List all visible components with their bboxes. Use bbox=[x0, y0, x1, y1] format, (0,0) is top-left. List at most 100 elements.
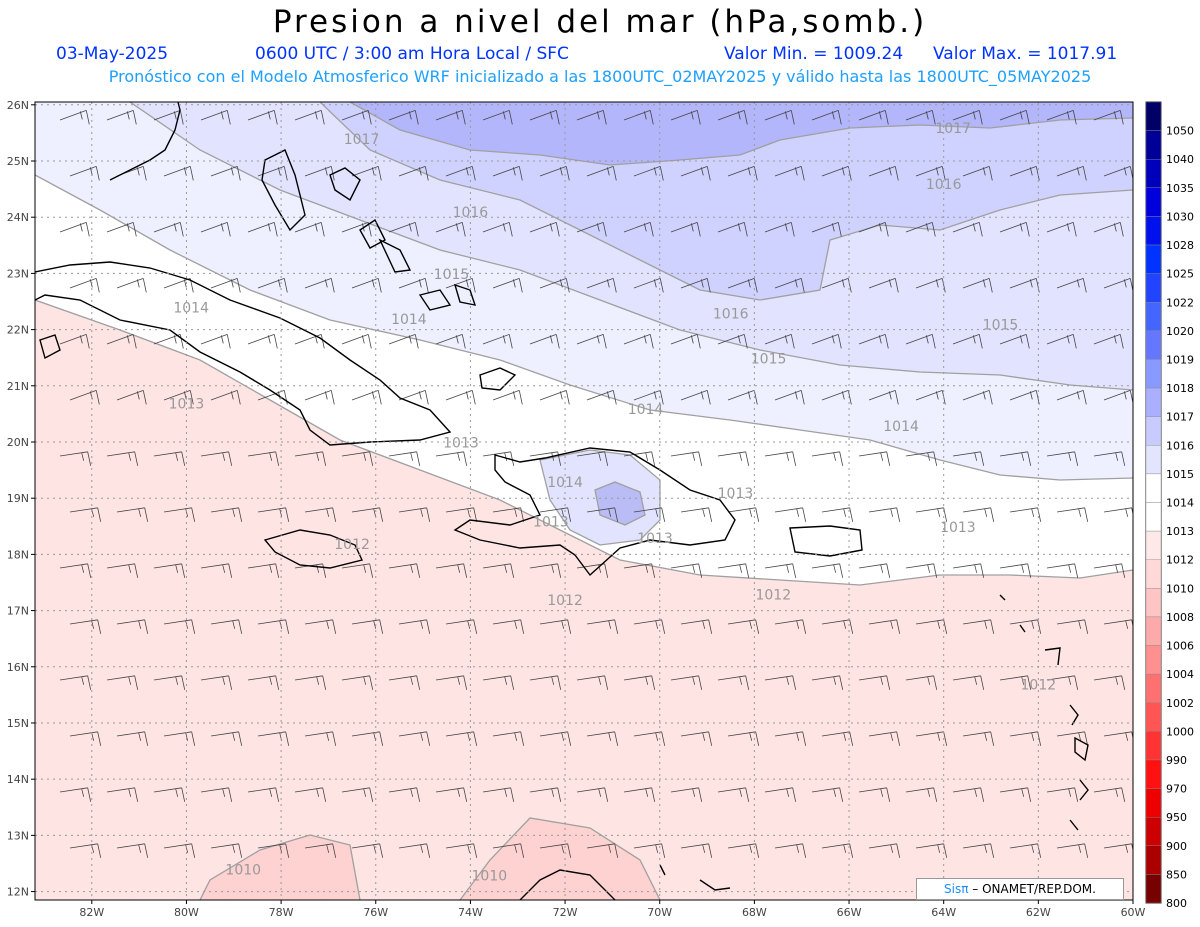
colorbar-label: 1040 bbox=[1166, 153, 1194, 166]
wind-barb bbox=[623, 451, 656, 466]
wind-barb bbox=[586, 619, 619, 634]
wind-barb bbox=[586, 843, 619, 858]
wind-barb bbox=[210, 278, 241, 293]
wind-barb bbox=[482, 334, 513, 349]
wind-barb bbox=[492, 619, 525, 634]
wind-barb bbox=[764, 563, 797, 578]
wind-barb bbox=[633, 507, 666, 522]
wind-barb bbox=[623, 563, 656, 578]
colorbar-swatch bbox=[1145, 845, 1162, 875]
wind-barb bbox=[116, 390, 147, 405]
isobar-label: 1013 bbox=[940, 520, 976, 536]
wind-barb bbox=[680, 278, 711, 293]
credit-box: Sisπ – ONAMET/REP.DOM. bbox=[916, 878, 1124, 900]
colorbar-swatch bbox=[1145, 673, 1162, 703]
wind-barb bbox=[1070, 899, 1076, 900]
wind-barb bbox=[247, 451, 280, 466]
wind-barb bbox=[529, 334, 560, 349]
wind-barb bbox=[868, 619, 901, 634]
credit-org: – ONAMET/REP.DOM. bbox=[968, 882, 1096, 896]
wind-barb bbox=[388, 675, 421, 690]
wind-barb bbox=[811, 334, 842, 349]
lat-label: 24N bbox=[7, 211, 29, 224]
wind-barb bbox=[106, 675, 139, 690]
wind-barb bbox=[116, 843, 149, 858]
wind-barb bbox=[1056, 507, 1089, 522]
wind-barb bbox=[59, 334, 90, 349]
wind-barb bbox=[717, 787, 750, 802]
wind-barb bbox=[482, 222, 513, 237]
lat-label: 16N bbox=[7, 661, 29, 674]
isobar-label: 1014 bbox=[628, 402, 664, 418]
wind-barb bbox=[1056, 390, 1087, 405]
colorbar-swatch bbox=[1145, 588, 1162, 618]
wind-barb bbox=[811, 110, 842, 125]
wind-barb bbox=[388, 451, 421, 466]
florida-keys bbox=[109, 102, 181, 181]
isobar-label: 1010 bbox=[225, 863, 261, 879]
wind-barb bbox=[1046, 675, 1079, 690]
wind-barb bbox=[680, 843, 713, 858]
colorbar-swatch bbox=[1145, 273, 1162, 303]
wind-barb bbox=[764, 110, 795, 125]
wind-barb bbox=[680, 507, 713, 522]
wind-barb bbox=[492, 390, 523, 405]
wind-barb bbox=[670, 563, 703, 578]
wind-barb bbox=[1093, 110, 1124, 125]
model-info: Pronóstico con el Modelo Atmosferico WRF… bbox=[108, 67, 1092, 86]
wind-barb bbox=[163, 390, 194, 405]
wind-barb bbox=[539, 619, 572, 634]
colorbar-label: 850 bbox=[1166, 868, 1187, 881]
wind-barb bbox=[962, 843, 995, 858]
wind-barb bbox=[247, 563, 280, 578]
wind-barb bbox=[529, 563, 562, 578]
wind-barb bbox=[727, 278, 758, 293]
wind-barb bbox=[727, 731, 760, 746]
wind-barb bbox=[774, 278, 805, 293]
colorbar-swatch bbox=[1145, 530, 1162, 560]
wind-barb bbox=[341, 675, 374, 690]
wind-barb bbox=[304, 278, 335, 293]
wind-barb bbox=[915, 619, 948, 634]
shade-1017 bbox=[350, 102, 1133, 165]
wind-barb bbox=[435, 222, 466, 237]
wind-barb bbox=[351, 507, 384, 522]
wind-barb bbox=[962, 731, 995, 746]
bahamas-islands bbox=[329, 167, 517, 391]
colorbar-label: 1000 bbox=[1166, 725, 1194, 738]
wind-barb bbox=[576, 222, 607, 237]
wind-barb bbox=[633, 731, 666, 746]
wind-barb bbox=[882, 899, 888, 900]
longitude-labels: 82W 80W 78W 76W 74W 72W 70W 68W 66W 64W 62W 60W bbox=[79, 906, 1145, 919]
isobar-label: 1012 bbox=[755, 587, 791, 603]
wind-barb bbox=[868, 278, 899, 293]
wind-barb bbox=[1103, 843, 1133, 853]
wind-barb bbox=[210, 731, 243, 746]
wind-barb bbox=[962, 278, 993, 293]
isobar-label: 1015 bbox=[751, 351, 787, 367]
min-value: Valor Min. = 1009.24 bbox=[724, 44, 904, 64]
lon-label: 82W bbox=[79, 906, 104, 919]
wind-barb bbox=[670, 675, 703, 690]
wind-barb bbox=[1056, 731, 1089, 746]
wind-barb bbox=[680, 619, 713, 634]
wind-barb bbox=[492, 731, 525, 746]
lon-label: 72W bbox=[553, 906, 578, 919]
wind-barb bbox=[304, 390, 335, 405]
wind-barb bbox=[482, 787, 515, 802]
wind-barb bbox=[821, 390, 852, 405]
wind-barb bbox=[633, 619, 666, 634]
wind-barb bbox=[224, 899, 230, 900]
wind-barb bbox=[351, 390, 382, 405]
wind-barb bbox=[576, 334, 607, 349]
cuba-island bbox=[35, 261, 452, 446]
wind-barb bbox=[341, 110, 372, 125]
lat-label: 21N bbox=[7, 380, 29, 393]
colorbar-label: 1018 bbox=[1166, 382, 1194, 395]
wind-barb bbox=[915, 166, 946, 181]
lon-label: 66W bbox=[837, 906, 862, 919]
wind-barb bbox=[952, 334, 983, 349]
colorbar-label: 1016 bbox=[1166, 439, 1194, 452]
colorbar-label: 1019 bbox=[1166, 353, 1194, 366]
wind-barb bbox=[764, 222, 795, 237]
